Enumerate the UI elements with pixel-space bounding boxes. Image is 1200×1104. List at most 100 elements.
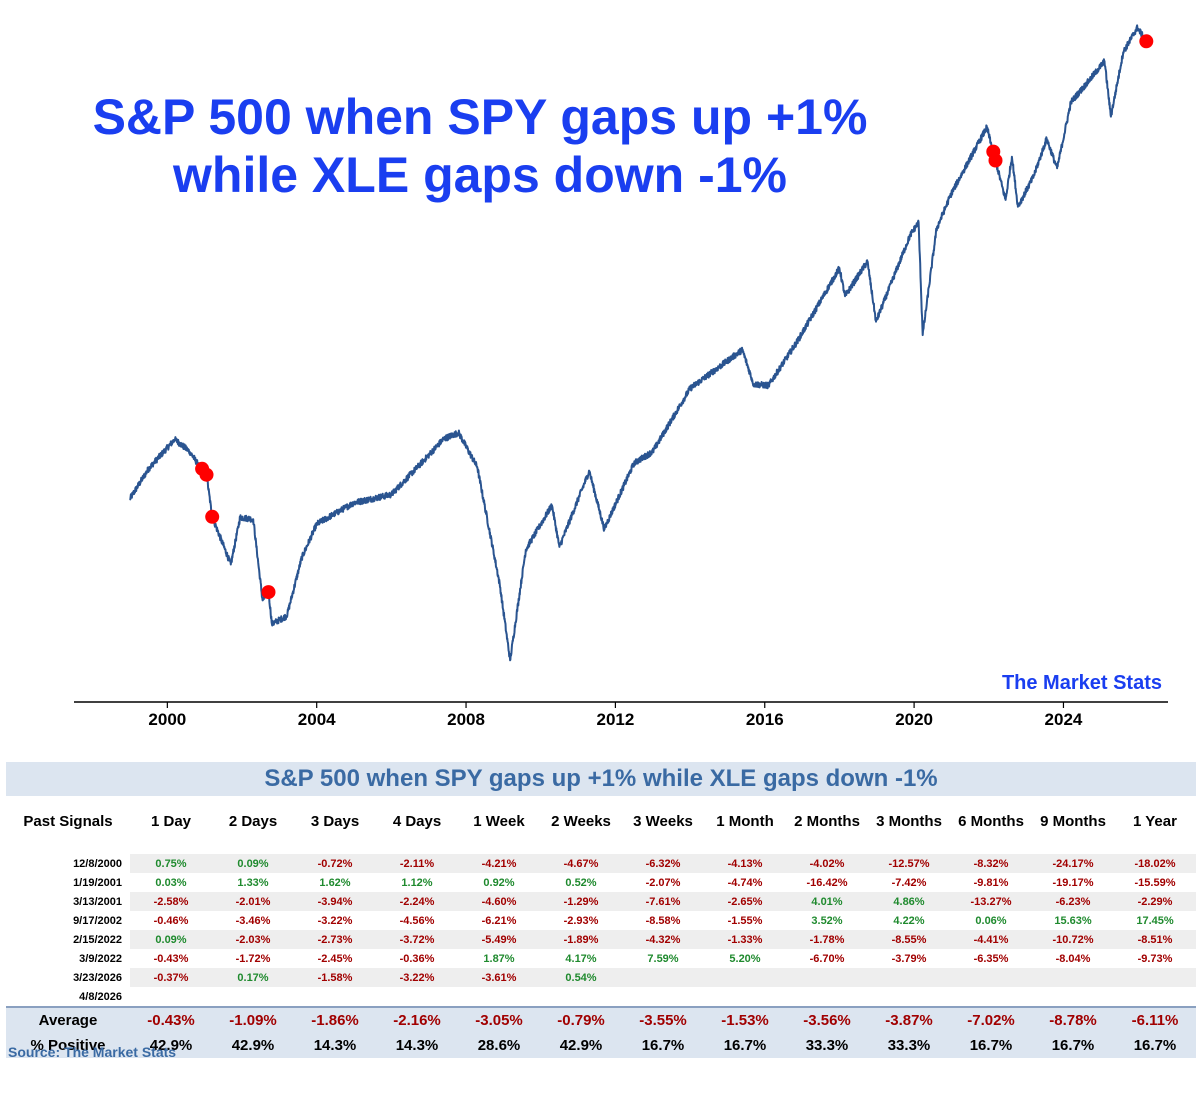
return-cell: 4.86% [868, 892, 950, 911]
signal-date: 4/8/2026 [79, 990, 122, 1003]
return-cell: 1.62% [294, 873, 376, 892]
x-tick-label: 2000 [148, 710, 186, 729]
return-cell: -3.46% [212, 911, 294, 930]
return-cell: 4.17% [540, 949, 622, 968]
return-cell: -1.29% [540, 892, 622, 911]
average-row-cell: -8.78% [1032, 1006, 1114, 1033]
return-cell: -18.02% [1114, 854, 1196, 873]
x-tick-label: 2004 [298, 710, 336, 729]
watermark: The Market Stats [1001, 672, 1162, 694]
column-header: 2 Days [228, 812, 278, 830]
return-cell: -6.32% [622, 854, 704, 873]
signal-date: 1/19/2001 [73, 876, 122, 889]
average-row: Average -0.43% -1.09% -1.86% -2.16% -3.05% -0.… [6, 1006, 1196, 1033]
signal-marker [1139, 34, 1154, 49]
average-row-cell: -2.16% [376, 1006, 458, 1033]
table-row: 4/8/2026 [6, 987, 1196, 1007]
percent-positive-row-label: % Positive [6, 1033, 130, 1058]
return-cell [622, 968, 704, 987]
return-cell [1114, 987, 1196, 1007]
return-cell: -24.17% [1032, 854, 1114, 873]
return-cell: -2.24% [376, 892, 458, 911]
return-cell: -1.78% [786, 930, 868, 949]
return-cell: -0.43% [130, 949, 212, 968]
return-cell: -4.60% [458, 892, 540, 911]
column-header-past-signals: Past Signals [23, 812, 113, 830]
return-cell [704, 987, 786, 1007]
return-cell: -6.21% [458, 911, 540, 930]
return-cell: -2.07% [622, 873, 704, 892]
return-cell [950, 987, 1032, 1007]
signal-date: 3/23/2026 [73, 971, 122, 984]
percent-positive-row-cell: 16.7% [950, 1033, 1032, 1058]
return-cell: -2.58% [130, 892, 212, 911]
return-cell: -8.58% [622, 911, 704, 930]
table-row: 3/9/2022 -0.43% -1.72% -2.45% -0.36% 1.87% 4.1… [6, 949, 1196, 968]
return-cell: -3.79% [868, 949, 950, 968]
return-cell: -7.42% [868, 873, 950, 892]
return-cell: 4.22% [868, 911, 950, 930]
return-cell: 1.12% [376, 873, 458, 892]
return-cell: -5.49% [458, 930, 540, 949]
return-cell: 0.75% [130, 854, 212, 873]
return-cell: 0.52% [540, 873, 622, 892]
column-header: 1 Year [1133, 812, 1177, 830]
chart-headline: S&P 500 when SPY gaps up +1% while XLE g… [60, 88, 900, 204]
sp500-chart: 2000 2004 2008 2012 2016 2020 2024 [74, 24, 1168, 729]
column-header: 9 Months [1040, 812, 1106, 830]
x-tick-label: 2024 [1045, 710, 1083, 729]
return-cell: -2.03% [212, 930, 294, 949]
average-row-cell: -3.55% [622, 1006, 704, 1033]
return-cell: 0.54% [540, 968, 622, 987]
column-header: 3 Days [310, 812, 360, 830]
signal-date: 3/13/2001 [73, 895, 122, 908]
return-cell: -9.73% [1114, 949, 1196, 968]
percent-positive-row-cell: 16.7% [704, 1033, 786, 1058]
table-header-row: Past Signals 1 Day 2 Days 3 Days 4 Days 1 Wee… [6, 796, 1196, 846]
return-cell: -13.27% [950, 892, 1032, 911]
return-cell: -4.02% [786, 854, 868, 873]
average-row-cell: -0.43% [130, 1006, 212, 1033]
return-cell: -2.01% [212, 892, 294, 911]
return-cell: -2.29% [1114, 892, 1196, 911]
return-cell [458, 987, 540, 1007]
return-cell: -9.81% [950, 873, 1032, 892]
column-header: 3 Months [876, 812, 942, 830]
return-cell: 0.09% [130, 930, 212, 949]
return-cell: -4.41% [950, 930, 1032, 949]
return-cell [704, 968, 786, 987]
return-cell: -19.17% [1032, 873, 1114, 892]
return-cell: -4.13% [704, 854, 786, 873]
return-cell: -1.58% [294, 968, 376, 987]
return-cell [786, 987, 868, 1007]
signal-marker [261, 585, 276, 600]
return-cell: -0.36% [376, 949, 458, 968]
return-cell: -3.61% [458, 968, 540, 987]
return-cell: -12.57% [868, 854, 950, 873]
return-cell: -1.55% [704, 911, 786, 930]
return-cell: -7.61% [622, 892, 704, 911]
return-cell: -1.33% [704, 930, 786, 949]
return-cell: -2.45% [294, 949, 376, 968]
signal-date: 3/9/2022 [79, 952, 122, 965]
return-cell: -4.32% [622, 930, 704, 949]
percent-positive-row-cell: 14.3% [376, 1033, 458, 1058]
average-row-cell: -3.05% [458, 1006, 540, 1033]
return-cell [786, 968, 868, 987]
return-cell: 1.33% [212, 873, 294, 892]
return-cell: -4.74% [704, 873, 786, 892]
return-cell: 0.17% [212, 968, 294, 987]
return-cell: 5.20% [704, 949, 786, 968]
table-row: 12/8/2000 0.75% 0.09% -0.72% -2.11% -4.21% -4.… [6, 854, 1196, 873]
headline-line-2: while XLE gaps down -1% [173, 147, 787, 203]
return-cell: -0.37% [130, 968, 212, 987]
x-tick-label: 2020 [895, 710, 933, 729]
signal-date: 12/8/2000 [73, 857, 122, 870]
signals-table: Past Signals 1 Day 2 Days 3 Days 4 Days 1 Wee… [6, 796, 1196, 1058]
return-cell [212, 987, 294, 1007]
sp500-price-line [129, 24, 1150, 662]
percent-positive-row: % Positive 42.9% 42.9% 14.3% 14.3% 28.6% 42.9%… [6, 1033, 1196, 1058]
return-cell: 4.01% [786, 892, 868, 911]
return-cell [950, 968, 1032, 987]
percent-positive-row-cell: 42.9% [130, 1033, 212, 1058]
